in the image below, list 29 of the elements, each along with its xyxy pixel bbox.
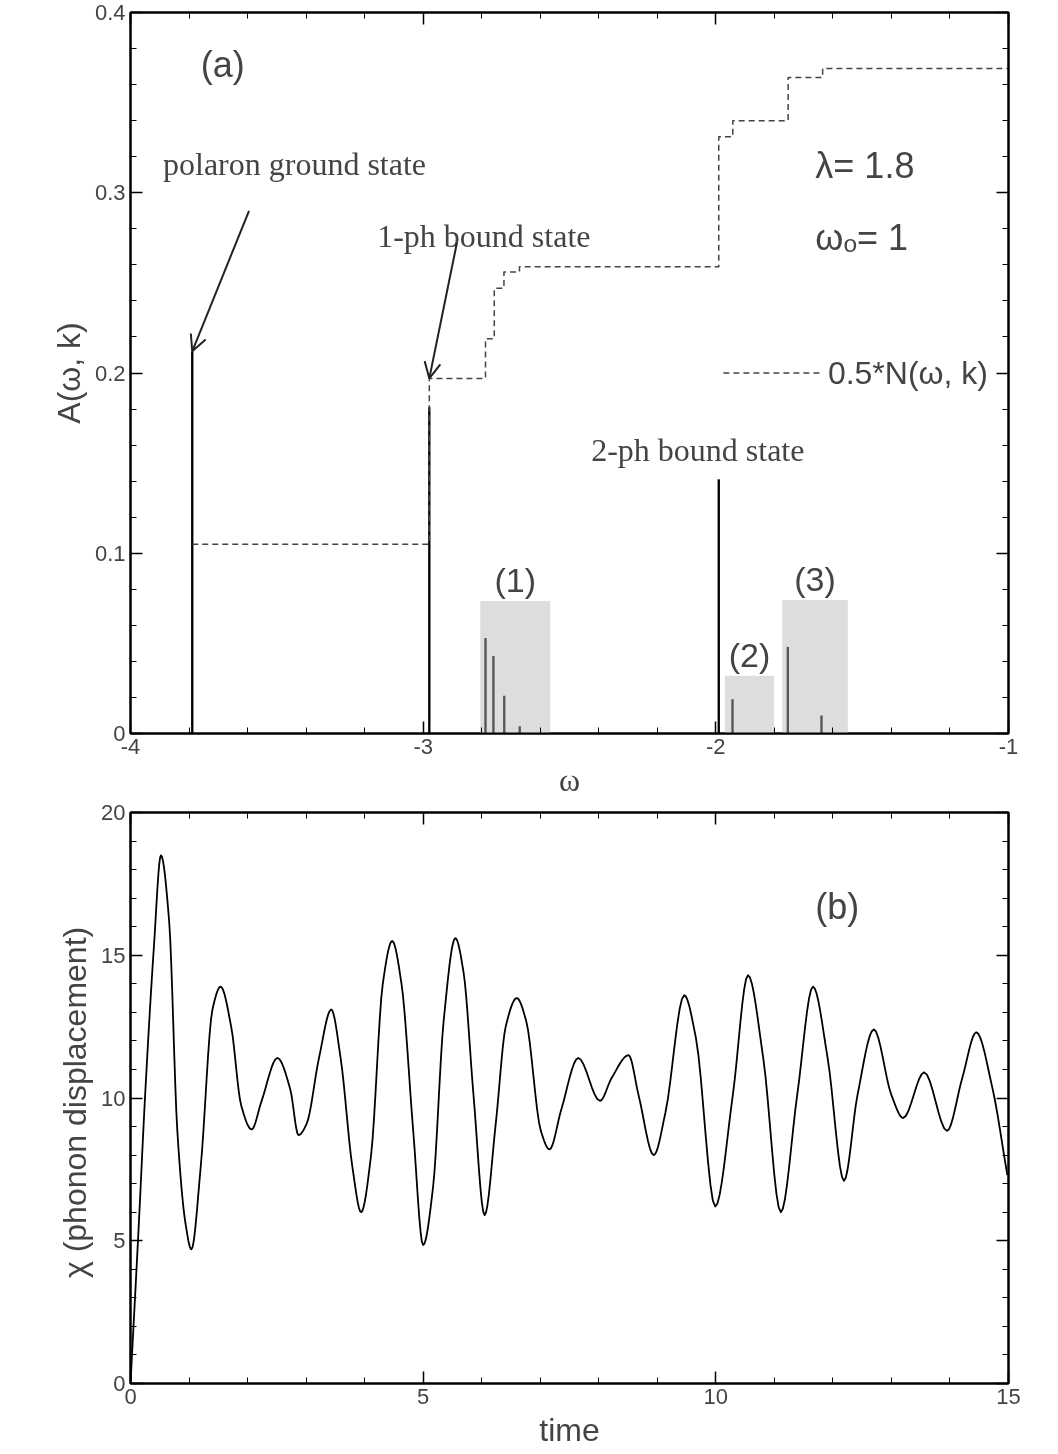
x-axis-title: ω: [558, 761, 581, 798]
y-tick-label: 15: [101, 942, 126, 968]
y-tick-label: 10: [101, 1085, 126, 1111]
annotation: 2-ph bound state: [591, 432, 805, 469]
annotation: (b): [815, 885, 860, 927]
y-tick-label: 0.3: [94, 180, 126, 206]
y-tick-label: 20: [101, 800, 126, 825]
x-tick-label: 10: [703, 1383, 729, 1409]
x-tick-label: -2: [706, 733, 726, 759]
y-tick-label: 0.4: [94, 0, 126, 25]
annotation: λ= 1.8: [815, 144, 915, 186]
annotation: (2): [728, 635, 771, 674]
x-tick-label: 5: [417, 1383, 430, 1409]
annotation: ωₒ= 1: [815, 216, 909, 258]
y-tick-label: 0.2: [94, 360, 126, 386]
x-axis-title: time: [539, 1411, 600, 1448]
x-tick-label: 15: [996, 1383, 1021, 1409]
annotation: 1-ph bound state: [377, 217, 591, 254]
annotation: (a): [200, 43, 245, 85]
legend-label: 0.5*N(ω, k): [827, 354, 988, 391]
annotation: polaron ground state: [162, 145, 427, 182]
x-tick-label: -1: [998, 733, 1019, 759]
y-tick-label: 5: [113, 1228, 126, 1254]
y-axis-title: A(ω, k): [50, 322, 87, 424]
y-tick-label: 0.1: [94, 540, 126, 566]
y-axis-title: χ (phonon displacement): [57, 926, 94, 1279]
annotation: (1): [494, 561, 536, 600]
annotation: (3): [794, 560, 836, 599]
x-tick-label: -3: [413, 733, 433, 759]
